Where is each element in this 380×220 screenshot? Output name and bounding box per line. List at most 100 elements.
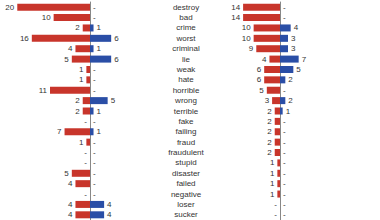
svg-text:2: 2 — [75, 107, 80, 116]
svg-text:7: 7 — [57, 127, 62, 136]
svg-text:-: - — [274, 210, 277, 219]
svg-text:4: 4 — [68, 200, 73, 209]
svg-text:7: 7 — [302, 55, 307, 64]
svg-text:1: 1 — [97, 107, 102, 116]
svg-text:2: 2 — [267, 127, 272, 136]
svg-text:6: 6 — [114, 34, 119, 43]
svg-text:6: 6 — [257, 75, 262, 84]
svg-text:-: - — [283, 138, 286, 147]
svg-text:4: 4 — [68, 179, 73, 188]
svg-text:1: 1 — [270, 190, 275, 199]
svg-text:5: 5 — [296, 65, 301, 74]
svg-text:9: 9 — [249, 44, 254, 53]
svg-text:horrible: horrible — [173, 86, 200, 95]
svg-text:20: 20 — [5, 3, 14, 12]
svg-text:loser: loser — [177, 200, 195, 209]
svg-text:2: 2 — [288, 96, 293, 105]
svg-text:2: 2 — [267, 107, 272, 116]
svg-text:-: - — [283, 158, 286, 167]
svg-text:10: 10 — [242, 34, 251, 43]
svg-text:fraud: fraud — [177, 138, 195, 147]
svg-text:lie: lie — [182, 55, 191, 64]
svg-text:4: 4 — [68, 44, 73, 53]
svg-text:-: - — [283, 210, 286, 219]
svg-text:negative: negative — [171, 190, 202, 199]
svg-text:4: 4 — [107, 210, 112, 219]
svg-text:-: - — [283, 148, 286, 157]
svg-text:5: 5 — [111, 96, 116, 105]
svg-text:4: 4 — [68, 210, 73, 219]
svg-text:3: 3 — [291, 44, 296, 53]
svg-text:-: - — [84, 148, 87, 157]
svg-text:1: 1 — [79, 75, 84, 84]
svg-text:-: - — [84, 117, 87, 126]
svg-text:1: 1 — [270, 169, 275, 178]
svg-text:-: - — [93, 86, 96, 95]
svg-text:-: - — [84, 158, 87, 167]
svg-text:-: - — [93, 169, 96, 178]
svg-text:-: - — [283, 117, 286, 126]
svg-text:10: 10 — [242, 23, 251, 32]
svg-text:-: - — [274, 200, 277, 209]
svg-text:terrible: terrible — [174, 107, 199, 116]
svg-text:weak: weak — [176, 65, 197, 74]
svg-text:worst: worst — [175, 34, 196, 43]
svg-text:1: 1 — [79, 138, 84, 147]
svg-text:-: - — [93, 179, 96, 188]
svg-text:4: 4 — [107, 200, 112, 209]
svg-text:-: - — [283, 86, 286, 95]
svg-text:10: 10 — [42, 13, 51, 22]
svg-text:2: 2 — [267, 117, 272, 126]
svg-text:4: 4 — [294, 23, 299, 32]
svg-text:14: 14 — [231, 13, 240, 22]
svg-text:1: 1 — [270, 158, 275, 167]
svg-text:fraudulent: fraudulent — [168, 148, 204, 157]
svg-text:1: 1 — [97, 44, 102, 53]
svg-text:disaster: disaster — [172, 169, 200, 178]
svg-text:-: - — [93, 13, 96, 22]
svg-text:-: - — [283, 3, 286, 12]
svg-text:-: - — [84, 190, 87, 199]
svg-text:-: - — [93, 148, 96, 157]
svg-text:1: 1 — [97, 127, 102, 136]
svg-text:11: 11 — [39, 86, 48, 95]
svg-text:3: 3 — [265, 96, 270, 105]
svg-text:6: 6 — [257, 65, 262, 74]
svg-text:2: 2 — [75, 96, 80, 105]
svg-text:-: - — [93, 190, 96, 199]
svg-text:failing: failing — [176, 127, 197, 136]
svg-text:14: 14 — [231, 3, 240, 12]
svg-text:hate: hate — [178, 75, 194, 84]
svg-text:criminal: criminal — [172, 44, 200, 53]
svg-text:-: - — [283, 127, 286, 136]
svg-text:2: 2 — [75, 23, 80, 32]
svg-text:5: 5 — [64, 55, 69, 64]
svg-text:-: - — [93, 138, 96, 147]
svg-text:6: 6 — [114, 55, 119, 64]
svg-text:3: 3 — [291, 34, 296, 43]
svg-text:-: - — [283, 13, 286, 22]
svg-text:2: 2 — [267, 148, 272, 157]
svg-text:1: 1 — [270, 179, 275, 188]
svg-text:crime: crime — [176, 23, 196, 32]
svg-text:16: 16 — [20, 34, 29, 43]
svg-text:5: 5 — [259, 86, 264, 95]
svg-text:-: - — [93, 158, 96, 167]
svg-text:bad: bad — [179, 13, 192, 22]
svg-text:5: 5 — [64, 169, 69, 178]
svg-text:-: - — [93, 65, 96, 74]
svg-text:-: - — [93, 75, 96, 84]
svg-text:-: - — [283, 179, 286, 188]
svg-text:destroy: destroy — [173, 3, 199, 12]
svg-text:-: - — [283, 200, 286, 209]
svg-text:-: - — [283, 190, 286, 199]
svg-text:wrong: wrong — [174, 96, 197, 105]
svg-text:fake: fake — [178, 117, 194, 126]
svg-text:1: 1 — [79, 65, 84, 74]
svg-text:sucker: sucker — [174, 210, 198, 219]
svg-text:failed: failed — [176, 179, 195, 188]
svg-text:1: 1 — [286, 107, 291, 116]
svg-text:-: - — [93, 3, 96, 12]
svg-text:2: 2 — [288, 75, 293, 84]
svg-text:-: - — [93, 117, 96, 126]
